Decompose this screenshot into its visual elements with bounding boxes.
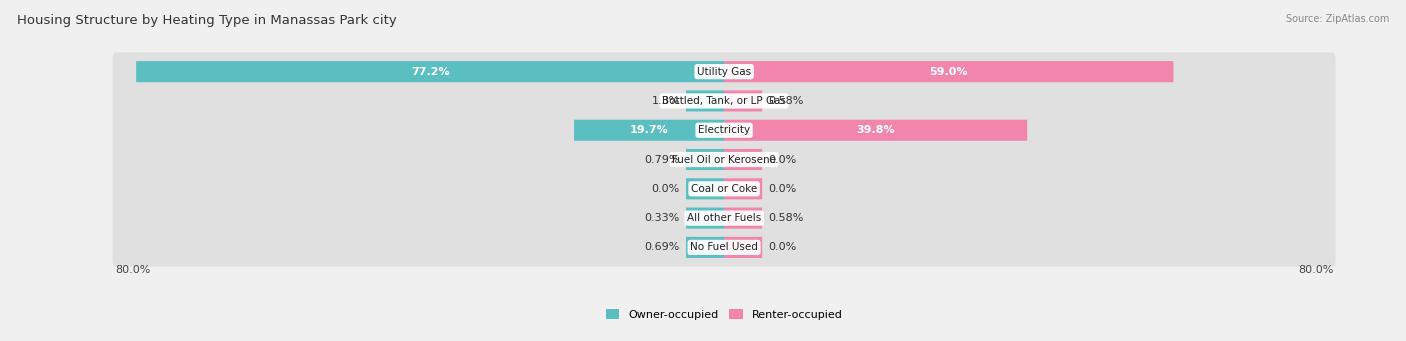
Text: 0.0%: 0.0% [651, 184, 681, 194]
Text: 0.0%: 0.0% [768, 154, 797, 164]
FancyBboxPatch shape [112, 199, 1336, 237]
FancyBboxPatch shape [686, 237, 724, 258]
FancyBboxPatch shape [724, 237, 762, 258]
FancyBboxPatch shape [724, 208, 762, 229]
FancyBboxPatch shape [112, 52, 1336, 91]
Text: Coal or Coke: Coal or Coke [690, 184, 758, 194]
Text: 0.58%: 0.58% [768, 96, 804, 106]
FancyBboxPatch shape [112, 111, 1336, 150]
FancyBboxPatch shape [136, 61, 724, 82]
Text: Fuel Oil or Kerosene: Fuel Oil or Kerosene [672, 154, 776, 164]
Text: Housing Structure by Heating Type in Manassas Park city: Housing Structure by Heating Type in Man… [17, 14, 396, 27]
Text: Utility Gas: Utility Gas [697, 66, 751, 77]
Text: All other Fuels: All other Fuels [688, 213, 761, 223]
FancyBboxPatch shape [112, 169, 1336, 208]
Text: 19.7%: 19.7% [630, 125, 668, 135]
FancyBboxPatch shape [112, 228, 1336, 267]
Legend: Owner-occupied, Renter-occupied: Owner-occupied, Renter-occupied [602, 305, 846, 324]
FancyBboxPatch shape [686, 149, 724, 170]
Text: 0.58%: 0.58% [768, 213, 804, 223]
FancyBboxPatch shape [724, 120, 1028, 141]
Text: 77.2%: 77.2% [411, 66, 450, 77]
Text: 1.3%: 1.3% [651, 96, 681, 106]
Text: Electricity: Electricity [697, 125, 751, 135]
Text: 59.0%: 59.0% [929, 66, 967, 77]
Text: Bottled, Tank, or LP Gas: Bottled, Tank, or LP Gas [662, 96, 786, 106]
FancyBboxPatch shape [724, 61, 1174, 82]
Text: 0.0%: 0.0% [768, 242, 797, 252]
Text: 0.33%: 0.33% [645, 213, 681, 223]
FancyBboxPatch shape [686, 90, 724, 112]
Text: Source: ZipAtlas.com: Source: ZipAtlas.com [1285, 14, 1389, 24]
Text: No Fuel Used: No Fuel Used [690, 242, 758, 252]
Text: 80.0%: 80.0% [1298, 265, 1333, 275]
Text: 0.0%: 0.0% [768, 184, 797, 194]
FancyBboxPatch shape [724, 178, 762, 199]
FancyBboxPatch shape [686, 178, 724, 199]
FancyBboxPatch shape [112, 81, 1336, 120]
FancyBboxPatch shape [724, 149, 762, 170]
FancyBboxPatch shape [112, 140, 1336, 179]
FancyBboxPatch shape [686, 208, 724, 229]
FancyBboxPatch shape [724, 90, 762, 112]
Text: 39.8%: 39.8% [856, 125, 896, 135]
Text: 0.79%: 0.79% [644, 154, 681, 164]
Text: 0.69%: 0.69% [644, 242, 681, 252]
Text: 80.0%: 80.0% [115, 265, 150, 275]
FancyBboxPatch shape [574, 120, 724, 141]
